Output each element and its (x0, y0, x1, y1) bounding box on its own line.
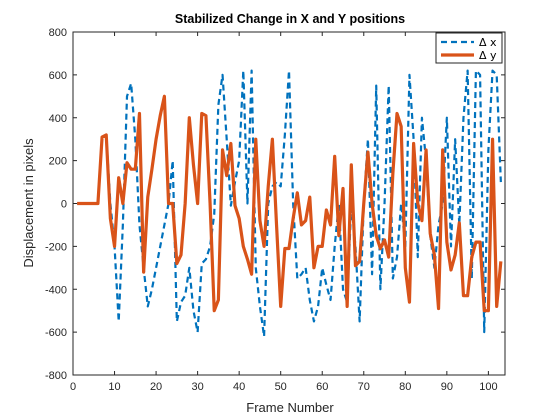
x-tick-label: 40 (233, 381, 245, 393)
y-tick-label: -200 (45, 241, 67, 253)
plot-area: 0 10 20 30 40 50 60 70 80 90 100 -800 -600 -400 -200 0 2… (45, 27, 506, 393)
x-tick-label: 10 (108, 381, 120, 393)
x-tick-label: 100 (479, 381, 497, 393)
y-tick-label: 200 (49, 156, 67, 168)
y-axis-label: Displacement in pixels (21, 138, 36, 268)
y-tick-label: 800 (49, 27, 67, 39)
y-tick-label: -400 (45, 284, 67, 296)
x-tick-label: 0 (70, 381, 76, 393)
x-tick-label: 20 (150, 381, 162, 393)
x-tick-label: 90 (441, 381, 453, 393)
legend-label-dy: Δ y (479, 49, 497, 62)
chart-title: Stabilized Change in X and Y positions (175, 12, 405, 26)
y-tick-label: 400 (49, 113, 67, 125)
x-axis-label: Frame Number (246, 400, 334, 415)
x-tick-label: 70 (358, 381, 370, 393)
y-tick-label: -600 (45, 327, 67, 339)
y-tick-label: -800 (45, 370, 67, 382)
y-tick-label: 600 (49, 70, 67, 82)
legend: Δ xΔ y (435, 32, 503, 64)
legend-box (435, 32, 503, 64)
series-line-dy (77, 94, 503, 313)
x-tick-label: 80 (399, 381, 411, 393)
y-tick-label: 0 (61, 199, 67, 211)
legend-label-dx: Δ x (479, 36, 497, 49)
x-tick-label: 60 (316, 381, 328, 393)
x-tick-label: 30 (191, 381, 203, 393)
plot-background (73, 32, 505, 375)
x-tick-label: 50 (275, 381, 287, 393)
